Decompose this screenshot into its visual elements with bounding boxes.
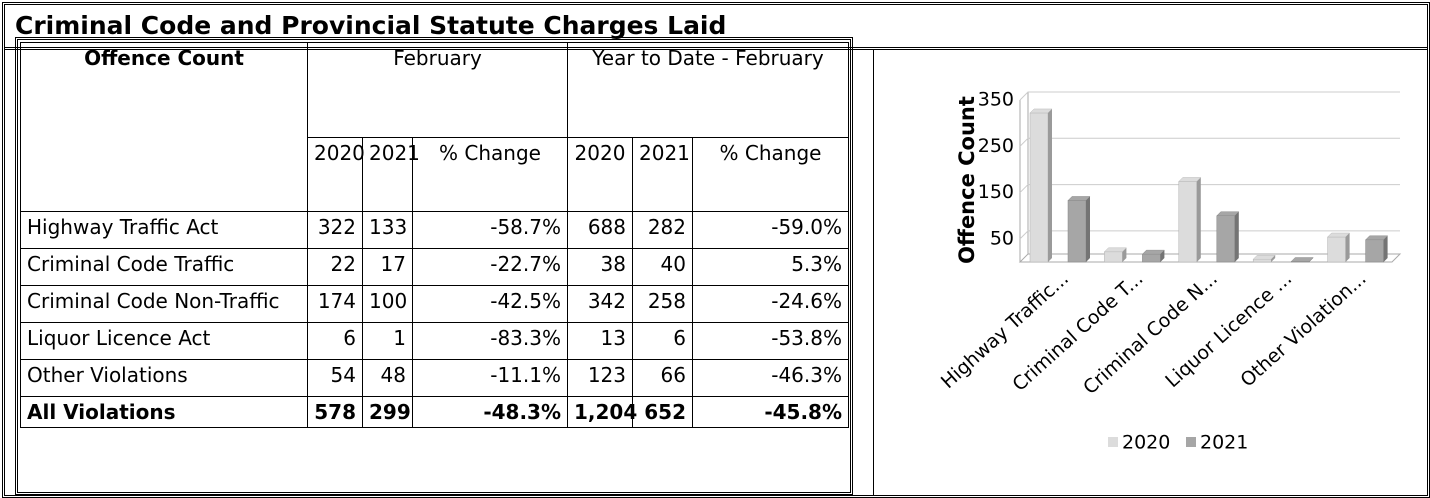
bar-front [1365, 239, 1384, 263]
bar [1067, 196, 1091, 263]
table-cell: Highway Traffic Act [20, 211, 308, 249]
bar-front [1252, 258, 1272, 263]
bar [1290, 257, 1314, 263]
grid-line [1019, 184, 1400, 193]
table-cell: Criminal Code Traffic [20, 248, 308, 286]
header-cell: 2021 [632, 137, 693, 212]
table-cell: 322 [307, 211, 363, 249]
y-tick-label: 350 [978, 89, 1014, 111]
table-cell: 123 [567, 359, 633, 397]
legend-label: 2021 [1200, 432, 1248, 454]
bar [1141, 249, 1166, 263]
header-group: Year to Date - February [567, 42, 849, 138]
bar [1029, 108, 1053, 263]
header-cell: Offence Count [20, 42, 308, 212]
table-row: Liquor Licence Act 6 1 -83.3% 13 6 -53.8% [20, 322, 849, 360]
legend-label: 2020 [1122, 432, 1170, 454]
bar [1326, 232, 1351, 263]
bar-side [1122, 247, 1127, 262]
bar [1252, 254, 1276, 263]
y-tick-label: 250 [978, 135, 1014, 157]
table: Offence Count February Year to Date - Febr… [20, 42, 849, 428]
bar-front [1067, 200, 1087, 263]
panel-title: Criminal Code and Provincial Statute Cha… [15, 11, 727, 40]
bar-side [1086, 196, 1090, 262]
table-cell: Other Violations [20, 359, 308, 397]
bar-front [1216, 215, 1236, 263]
bar [1178, 177, 1202, 263]
x-tick-label: Criminal Code T... [1008, 267, 1147, 395]
table-cell: 1 [362, 322, 413, 360]
table-cell: -45.8% [692, 396, 849, 428]
table-cell: -48.3% [412, 396, 568, 428]
bar [1216, 211, 1240, 263]
x-tick-label: Other Violation... [1236, 267, 1370, 391]
bar-front [1327, 236, 1346, 263]
bar-front [1178, 181, 1198, 263]
grid-line [1019, 91, 1400, 101]
header-cell: 2021 [362, 137, 420, 212]
bar [1364, 235, 1389, 263]
table-cell: Liquor Licence Act [20, 322, 308, 360]
table-cell: 688 [567, 211, 633, 249]
grid-line [1019, 137, 1400, 147]
table-cell: 299 [362, 396, 413, 428]
bar-side [1271, 255, 1276, 262]
grid-line [1019, 230, 1400, 240]
table-cell: 1,204 [567, 396, 637, 428]
bar-front [1029, 112, 1049, 263]
bar-side [1383, 235, 1388, 262]
table-cell: 258 [632, 285, 693, 323]
header-cell: % Change [692, 137, 849, 212]
table-row: Criminal Code Traffic 22 17 -22.7% 38 40 5.3% [20, 248, 849, 286]
table-cell: -53.8% [692, 322, 849, 360]
legend-swatch [1108, 437, 1118, 447]
table-cell: 578 [307, 396, 363, 428]
table-row: Other Violations 54 48 -11.1% 123 66 -46.3% [20, 359, 849, 397]
chart-box [873, 50, 1428, 495]
table-cell: -59.0% [692, 211, 849, 249]
header-row: 2020 2021% Change 2020 2021% Change [21, 137, 849, 212]
x-tick-label: Liquor Licence ... [1161, 267, 1296, 392]
y-tick-label: 50 [990, 227, 1014, 249]
y-tick-label: 150 [978, 181, 1014, 203]
header-row: Offence Count February Year to Date - Febr… [20, 42, 849, 212]
legend-swatch [1186, 437, 1196, 447]
bar-side [1196, 177, 1201, 262]
bar [1103, 247, 1128, 263]
bar-side [1160, 250, 1165, 262]
bar-front [1142, 253, 1161, 263]
bar-side [1048, 108, 1052, 263]
bar-side [1309, 257, 1314, 262]
bar-front [1104, 251, 1123, 263]
table-cell: 652 [632, 396, 693, 428]
table-cell: All Violations [20, 396, 308, 428]
bar-side [1345, 233, 1350, 262]
bar-side [1234, 211, 1239, 262]
table-row: All Violations 578 299 -48.3% 1,204 652 -45.8% [20, 396, 849, 428]
table-box: Offence Count February Year to Date - Febr… [15, 37, 853, 495]
y-axis-label: Offence Count [955, 96, 979, 264]
table-cell: -24.6% [692, 285, 849, 323]
x-tick-label: Highway Traffic... [937, 267, 1073, 393]
table-cell: 40 [632, 248, 693, 286]
header-cell: % Change [412, 137, 568, 212]
table-cell: 174 [307, 285, 363, 323]
x-tick-label: Criminal Code N... [1079, 267, 1222, 399]
